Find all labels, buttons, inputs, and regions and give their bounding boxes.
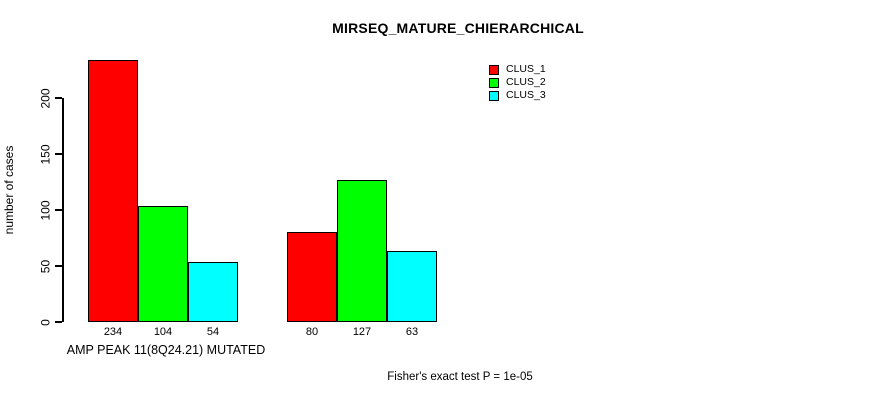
y-axis-label: number of cases xyxy=(2,145,16,235)
legend-label-clus_1: CLUS_1 xyxy=(506,63,546,75)
y-tick-label-200: 200 xyxy=(38,87,53,109)
chart-title: MIRSEQ_MATURE_CHIERARCHICAL xyxy=(332,20,584,36)
x-axis-label: AMP PEAK 11(8Q24.21) MUTATED xyxy=(66,343,266,357)
bar-value-clus_3-group2: 63 xyxy=(405,326,419,338)
legend-row-clus_3: CLUS_3 xyxy=(489,89,546,102)
y-tick-mark-100 xyxy=(55,209,62,211)
y-tick-mark-0 xyxy=(55,321,62,323)
y-tick-label-150: 150 xyxy=(38,143,53,165)
bar-clus_3-group1 xyxy=(188,261,238,322)
bar-clus_1-group2 xyxy=(287,232,337,322)
legend-label-clus_3: CLUS_3 xyxy=(506,89,546,101)
legend-swatch-clus_2 xyxy=(489,77,499,88)
bar-value-clus_2-group2: 127 xyxy=(352,326,372,338)
bar-clus_1-group1 xyxy=(88,59,138,322)
legend-swatch-clus_3 xyxy=(489,90,499,101)
bar-clus_2-group1 xyxy=(138,205,188,322)
bar-value-clus_1-group1: 234 xyxy=(103,326,123,338)
bar-value-clus_2-group1: 104 xyxy=(153,326,173,338)
legend-row-clus_1: CLUS_1 xyxy=(489,63,546,76)
legend-label-clus_2: CLUS_2 xyxy=(506,76,546,88)
y-tick-label-50: 50 xyxy=(38,259,53,273)
y-tick-mark-150 xyxy=(55,153,62,155)
y-tick-label-0: 0 xyxy=(38,318,53,326)
bar-value-clus_1-group2: 80 xyxy=(305,326,319,338)
y-tick-label-100: 100 xyxy=(38,199,53,221)
bar-clus_2-group2 xyxy=(337,179,387,322)
bar-value-clus_3-group1: 54 xyxy=(206,326,220,338)
legend-row-clus_2: CLUS_2 xyxy=(489,76,546,89)
bar-clus_3-group2 xyxy=(387,251,437,322)
y-tick-mark-200 xyxy=(55,97,62,99)
legend-swatch-clus_1 xyxy=(489,64,499,75)
legend: CLUS_1 CLUS_2 CLUS_3 xyxy=(489,63,546,102)
fisher-test-annotation: Fisher's exact test P = 1e-05 xyxy=(387,371,533,383)
y-axis-line xyxy=(62,98,64,322)
y-tick-mark-50 xyxy=(55,265,62,267)
